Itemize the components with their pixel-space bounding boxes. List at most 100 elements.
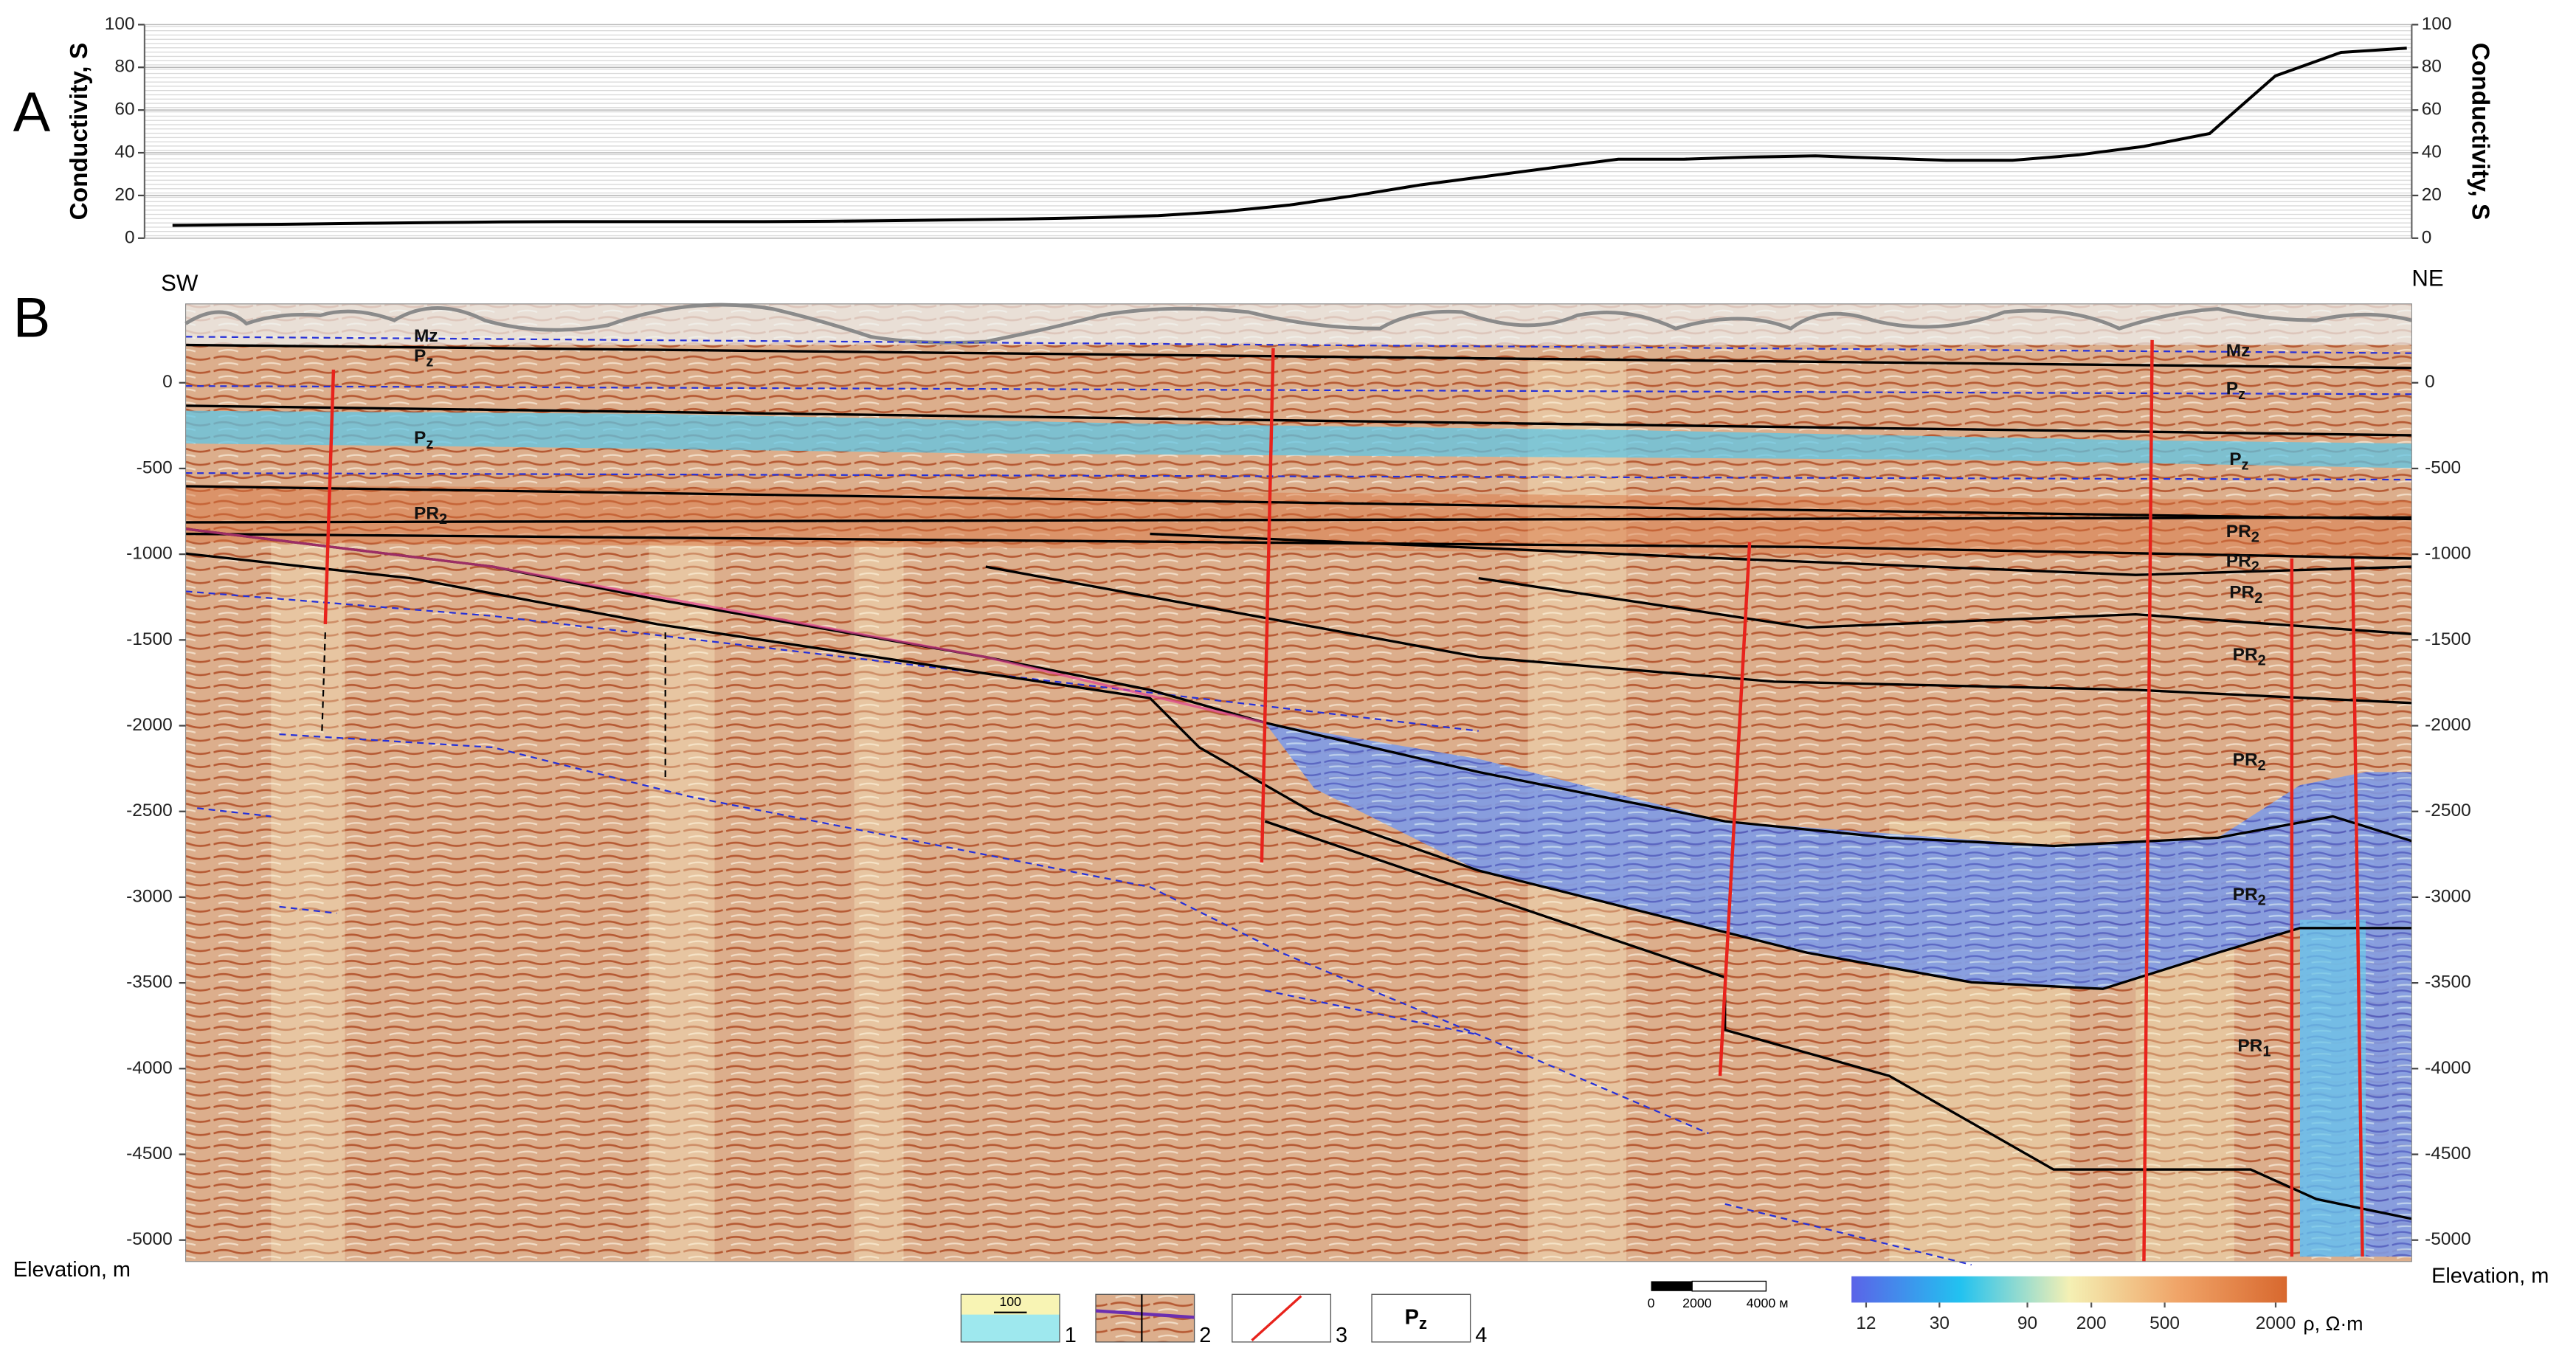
y-tick-label: -4500 [126,1144,173,1164]
legend-swatch [961,1294,1060,1315]
y-axis-label: Conductivity, S [2467,43,2494,220]
legend-number: 3 [1336,1324,1347,1347]
legend-swatch [1095,1293,1195,1343]
colorbar-label: ρ, Ω·m [2303,1313,2363,1335]
faults [323,339,2364,1262]
section-frame [185,303,2412,1262]
unit-label: PR1 [2237,1036,2271,1060]
y-tick-label: 40 [114,142,134,162]
seismic-section [184,303,2412,1266]
panel-label: B [13,286,50,349]
colorbar [1851,1276,2287,1303]
unit-label: P [414,346,426,366]
unit-label: z [426,436,433,452]
y-tick-label: 80 [2422,57,2442,77]
y-tick-label: 80 [114,57,134,77]
unit-label: PR2 [2233,750,2266,774]
horizons [185,343,2412,1220]
y-tick-label: 0 [162,372,173,392]
y-tick-label: -1000 [126,544,173,564]
colorbar-tick-label: 500 [2149,1313,2180,1333]
unit-label: PR2 [2233,645,2266,669]
y-tick-label: -1500 [126,629,173,649]
unit-label: 2 [2258,653,2266,669]
y-tick-label: -2500 [126,801,173,820]
legend-swatch [1251,1295,1302,1341]
legend-text: Pz [1405,1305,1427,1333]
colorbar-tick-label: 12 [1856,1313,1876,1333]
unit-label: PR [2233,750,2258,770]
unit-label: 2 [2258,758,2266,774]
y-tick-label: -500 [137,457,173,477]
legend: 100 1 2 3 Pz 4 [960,1293,1487,1347]
y-tick-label: 40 [2422,142,2442,162]
unit-label: Pz [2229,449,2248,474]
unit-label: z [2238,387,2245,403]
y-tick-label: -4500 [2425,1144,2471,1164]
section-background [185,303,2412,1262]
plot-background [144,24,2412,238]
y-tick-label: -3000 [2425,886,2471,906]
y-tick-label: 60 [114,100,134,120]
y-tick-label: -2000 [126,715,173,735]
y-tick-label: -3000 [126,886,173,906]
legend-swatch [1095,1309,1195,1319]
unit-label: P [2226,379,2238,398]
legend-text: P [1405,1305,1419,1329]
y-tick-label: -5000 [2425,1229,2471,1249]
unit-label: 2 [2251,530,2259,546]
unit-label: Pz [414,428,433,452]
panel-label: A [13,81,51,144]
colorbar-tick-label: 30 [1930,1313,1950,1333]
y-axis-label: Elevation, m [2431,1265,2549,1288]
pink-horizon [185,528,1265,725]
unit-label: PR2 [2233,885,2266,909]
legend-number: 2 [1199,1324,1211,1347]
unit-label: PR [2226,551,2251,571]
y-tick-label: 20 [2422,184,2442,204]
unit-label: 2 [2251,559,2259,576]
legend-swatch [1232,1293,1332,1343]
low-resistivity-zone [1265,722,2412,1257]
unit-label: PR2 [414,503,447,528]
scale-label: 4000 м [1747,1296,1789,1310]
unit-label: PR [414,503,439,523]
unit-label: PR2 [2226,522,2259,546]
unit-label: PR [2233,885,2258,905]
y-tick-label: 0 [2422,227,2432,247]
scale-label: 0 [1648,1296,1655,1310]
legend-swatch [1371,1293,1471,1343]
low-resistivity-band [185,410,2412,469]
unit-label: z [2242,457,2249,474]
legend-number: 1 [1065,1324,1077,1347]
y-tick-label: -5000 [126,1229,173,1249]
unit-label: Mz [414,326,438,346]
direction-label: SW [161,270,198,296]
unit-label: Mz [2226,341,2251,361]
unit-label: PR [2229,582,2254,602]
light-bands [271,361,2234,1262]
y-tick-label: 0 [2425,372,2435,392]
unit-label: P [414,428,426,448]
scale-segment [1691,1280,1767,1292]
legend-text: z [1419,1314,1427,1333]
scale-bar: 0 2000 4000 м [1648,1280,1789,1310]
y-axis-label: Conductivity, S [66,43,93,220]
unit-label: 2 [2258,893,2266,909]
high-resistivity-band [185,484,2412,559]
unit-label: Pz [2226,379,2245,403]
legend-text: 100 [999,1294,1021,1309]
unit-label: PR2 [2226,551,2259,576]
topography [184,303,2412,345]
y-tick-label: 0 [125,227,135,247]
y-tick-label: 100 [2422,14,2452,34]
y-tick-label: -3500 [126,972,173,992]
y-tick-label: -500 [2425,457,2461,477]
colorbar-tick-label: 2000 [2256,1313,2296,1333]
unit-label: P [2229,449,2241,469]
unit-label: PR [2237,1036,2262,1056]
y-tick-label: -1500 [2425,629,2471,649]
scale-label: 2000 [1682,1296,1712,1310]
y-tick-label: -2500 [2425,801,2471,820]
